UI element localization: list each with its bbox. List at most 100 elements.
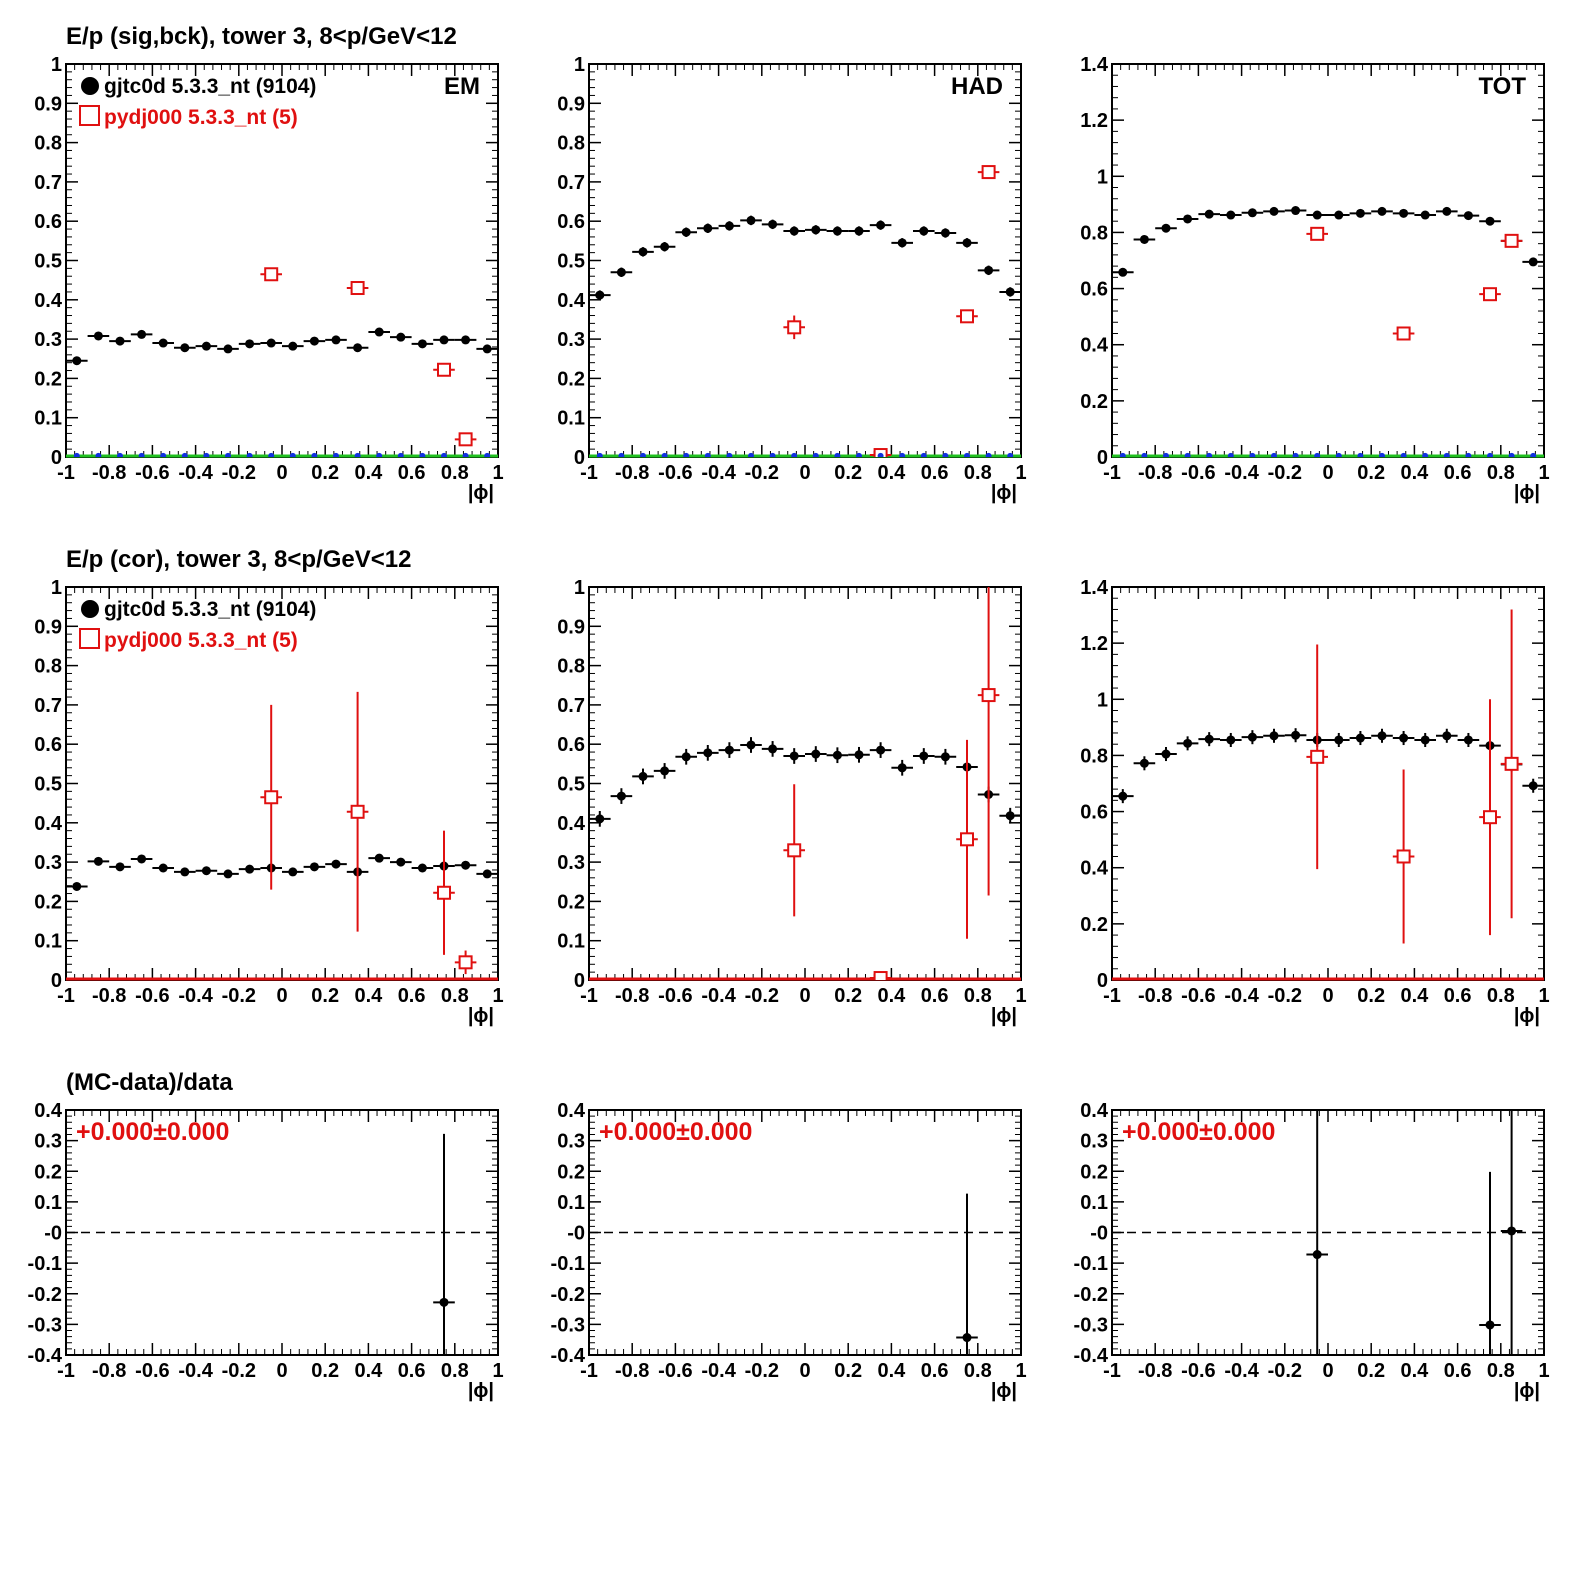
mc-marker bbox=[458, 432, 473, 447]
x-tick-label: 1 bbox=[1015, 462, 1026, 484]
y-tick-label: 0.1 bbox=[1080, 1192, 1108, 1214]
mc-marker bbox=[1310, 749, 1325, 764]
mc-marker bbox=[960, 832, 974, 847]
y-tick-label: 0.3 bbox=[34, 852, 62, 874]
background-marker bbox=[596, 452, 603, 457]
data-marker bbox=[417, 863, 427, 873]
background-marker bbox=[138, 452, 145, 457]
y-tick-label: -0.2 bbox=[1074, 1284, 1108, 1306]
data-marker bbox=[1291, 206, 1301, 216]
x-tick-label: -0.6 bbox=[135, 1360, 169, 1382]
x-tick-label: -0.6 bbox=[135, 985, 169, 1007]
x-tick-label: 0.4 bbox=[877, 1360, 906, 1382]
y-tick-label: 0.2 bbox=[1080, 914, 1108, 936]
x-axis-label: |ϕ| bbox=[991, 482, 1017, 504]
x-tick-label: 0.2 bbox=[834, 462, 862, 484]
y-tick-label: 0.9 bbox=[34, 93, 62, 115]
row-title-cor: E/p (cor), tower 3, 8<p/GeV<12 bbox=[66, 546, 411, 573]
x-axis-label: |ϕ| bbox=[468, 1380, 494, 1402]
x-tick-label: -0.2 bbox=[1268, 985, 1302, 1007]
row-title-ratio: (MC-data)/data bbox=[66, 1069, 233, 1096]
x-tick-label: 0.4 bbox=[877, 985, 906, 1007]
background-marker bbox=[441, 452, 447, 457]
background-marker bbox=[899, 452, 906, 457]
data-marker bbox=[72, 881, 82, 891]
y-tick-label: -0.4 bbox=[28, 1345, 63, 1367]
x-tick-label: 0.8 bbox=[964, 462, 992, 484]
y-tick-label: -0.3 bbox=[1074, 1314, 1108, 1336]
plot-frame bbox=[588, 63, 1022, 458]
x-tick-label: 1 bbox=[1015, 1360, 1026, 1382]
data-marker bbox=[595, 290, 605, 300]
background-marker bbox=[1508, 452, 1515, 457]
y-tick-label: -0 bbox=[1090, 1223, 1108, 1245]
y-tick-label: 0.1 bbox=[557, 408, 585, 430]
background-marker bbox=[942, 452, 949, 457]
data-marker bbox=[746, 740, 756, 750]
x-tick-label: -1 bbox=[1103, 1360, 1121, 1382]
x-tick-label: 0.8 bbox=[441, 985, 469, 1007]
data-layer bbox=[1112, 609, 1544, 944]
x-tick-label: 0.2 bbox=[1357, 1360, 1385, 1382]
background-marker bbox=[748, 452, 754, 457]
y-tick-label: -0.4 bbox=[1074, 1345, 1109, 1367]
data-marker bbox=[1420, 735, 1430, 745]
x-tick-label: 0.4 bbox=[354, 985, 383, 1007]
x-tick-label: 0.2 bbox=[834, 985, 862, 1007]
data-marker bbox=[288, 341, 298, 351]
data-marker bbox=[137, 329, 147, 339]
data-marker bbox=[1139, 758, 1149, 768]
background-marker bbox=[856, 452, 862, 457]
panel-1-1: -1 -0.8 -0.6 -0.4 -0.2 0 0.2 0.4 0.6 0.8 1 0 0.1 0.2 0… bbox=[557, 577, 1026, 1027]
y-tick-label: 0.2 bbox=[34, 368, 62, 390]
data-marker bbox=[660, 766, 670, 776]
panel-0-2: -1 -0.8 -0.6 -0.4 -0.2 0 0.2 0.4 0.6 0.8 1 0 0.2 0.4 0… bbox=[1080, 54, 1549, 504]
x-tick-label: 0 bbox=[1322, 462, 1333, 484]
x-tick-label: -0.2 bbox=[222, 985, 256, 1007]
x-tick-label: -0.8 bbox=[1138, 462, 1172, 484]
data-marker bbox=[1377, 731, 1387, 741]
y-tick-label: 0.6 bbox=[1080, 279, 1108, 301]
ratio-value-text: +0.000±0.000 bbox=[599, 1118, 752, 1146]
data-marker bbox=[962, 1333, 972, 1343]
x-tick-label: -1 bbox=[57, 985, 75, 1007]
y-tick-label: 0.2 bbox=[557, 891, 585, 913]
panel-2-1: -1 -0.8 -0.6 -0.4 -0.2 0 0.2 0.4 0.6 0.8 1 -0.4 -0.3… bbox=[551, 1100, 1027, 1402]
x-axis-label: |ϕ| bbox=[1514, 1005, 1540, 1027]
panel-label: EM bbox=[444, 73, 480, 100]
legend-data-marker bbox=[81, 77, 99, 95]
data-marker bbox=[1247, 208, 1257, 218]
x-tick-label: 1 bbox=[1538, 985, 1549, 1007]
y-tick-label: -0.1 bbox=[1074, 1253, 1108, 1275]
background-marker bbox=[1141, 452, 1148, 457]
x-tick-label: 0 bbox=[799, 985, 810, 1007]
data-marker bbox=[1399, 733, 1409, 743]
y-tick-label: -0 bbox=[44, 1223, 62, 1245]
mc-marker bbox=[1396, 849, 1411, 864]
data-marker bbox=[811, 749, 821, 759]
data-marker bbox=[768, 744, 778, 754]
y-tick-label: 0.8 bbox=[34, 133, 62, 155]
y-tick-label: 0.6 bbox=[34, 211, 62, 233]
background-marker bbox=[683, 452, 690, 457]
background-marker bbox=[1227, 452, 1234, 457]
mc-marker bbox=[1483, 810, 1497, 825]
x-tick-label: -0.6 bbox=[1181, 462, 1215, 484]
data-marker bbox=[288, 867, 298, 877]
x-tick-label: -0.6 bbox=[1181, 1360, 1215, 1382]
x-tick-label: 0.2 bbox=[1357, 462, 1385, 484]
data-marker bbox=[1334, 210, 1344, 220]
background-marker bbox=[311, 452, 318, 457]
background-marker bbox=[95, 452, 102, 457]
background-marker bbox=[834, 452, 841, 457]
data-marker bbox=[1139, 234, 1149, 244]
x-tick-label: 0.4 bbox=[877, 462, 906, 484]
data-marker bbox=[724, 745, 734, 755]
x-tick-label: 0.8 bbox=[441, 1360, 469, 1382]
data-marker bbox=[1312, 210, 1322, 220]
data-marker bbox=[1355, 208, 1365, 218]
y-tick-label: 0.7 bbox=[34, 172, 62, 194]
x-tick-label: 0.2 bbox=[311, 985, 339, 1007]
data-marker bbox=[897, 238, 907, 248]
